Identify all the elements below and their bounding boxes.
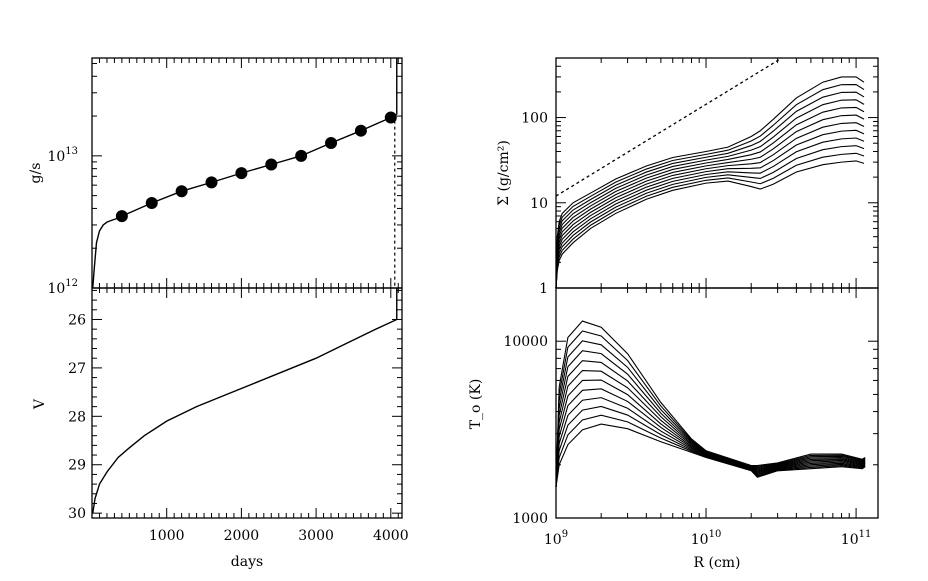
sigma-curve bbox=[555, 122, 865, 289]
temp-ytick-labels: 1000 10000 bbox=[503, 334, 548, 527]
vmag-ticks bbox=[92, 288, 402, 518]
vmag-ytick-label-3: 29 bbox=[68, 458, 86, 474]
sigma-curve bbox=[555, 91, 865, 289]
temp-ylabel: T_o (K) bbox=[468, 379, 484, 430]
temp-curve bbox=[555, 397, 866, 487]
sigma-curve bbox=[555, 137, 865, 289]
temp-curve bbox=[555, 369, 866, 487]
temp-curve bbox=[555, 423, 866, 487]
vmag-series bbox=[92, 288, 398, 514]
sigma-curve bbox=[555, 114, 865, 289]
panel-surface-density: 1 10 100 Σ (g/cm²) bbox=[496, 57, 879, 297]
mdot-marker bbox=[265, 158, 278, 171]
vmag-xtick-label-0: 1000 bbox=[149, 528, 185, 544]
vmag-xlabel: days bbox=[231, 554, 263, 570]
vmag-xtick-label-3: 4000 bbox=[373, 528, 409, 544]
mdot-marker bbox=[325, 137, 338, 150]
vmag-ytick-label-2: 28 bbox=[68, 409, 86, 425]
vmag-ylabel: V bbox=[32, 398, 48, 410]
sigma-curve bbox=[555, 160, 865, 289]
temp-curve bbox=[555, 379, 866, 487]
temp-frame bbox=[555, 287, 879, 519]
vmag-ytick-label-0: 26 bbox=[68, 312, 86, 328]
sigma-ytick-labels: 1 10 100 bbox=[521, 111, 548, 297]
sigma-ytick-label-1: 10 bbox=[530, 196, 548, 212]
mdot-marker bbox=[384, 111, 397, 124]
vmag-line bbox=[92, 318, 398, 514]
temp-curve bbox=[555, 360, 866, 487]
temp-curve bbox=[555, 320, 866, 487]
sigma-ytick-label-0: 1 bbox=[539, 281, 548, 297]
sigma-curve bbox=[555, 106, 865, 289]
mdot-marker bbox=[295, 149, 308, 162]
mdot-marker bbox=[175, 185, 188, 198]
vmag-frame bbox=[91, 287, 403, 519]
temp-ytick-label-1: 10000 bbox=[503, 334, 548, 350]
temp-xtick-label-2: 1011 bbox=[841, 529, 872, 548]
sigma-ylabel: Σ (g/cm²) bbox=[496, 140, 512, 206]
sigma-curve bbox=[555, 76, 865, 289]
temp-curve bbox=[555, 330, 866, 487]
vmag-xtick-label-1: 2000 bbox=[224, 528, 260, 544]
temp-xtick-label-1: 1010 bbox=[691, 529, 722, 548]
mdot-line bbox=[92, 114, 398, 289]
mdot-marker bbox=[205, 176, 218, 189]
sigma-curve bbox=[555, 152, 865, 289]
temp-xlabel: R (cm) bbox=[693, 555, 740, 571]
temp-xtick-labels: 109 1010 1011 bbox=[544, 529, 871, 548]
vmag-ytick-label-1: 27 bbox=[68, 361, 86, 377]
panel-v-magnitude: 26 27 28 29 30 1000 2000 3000 4000 V days bbox=[32, 287, 409, 570]
sigma-reference-line bbox=[555, 57, 783, 197]
mdot-ytick-labels: 1012 1013 bbox=[47, 146, 78, 297]
sigma-ytick-label-2: 100 bbox=[521, 111, 548, 127]
mdot-marker bbox=[235, 167, 248, 180]
mdot-marker bbox=[354, 124, 367, 137]
temp-curve bbox=[555, 388, 866, 487]
sigma-curve bbox=[555, 145, 865, 289]
sigma-curve bbox=[555, 99, 865, 289]
sigma-series bbox=[555, 57, 865, 289]
mdot-marker bbox=[115, 210, 128, 223]
temp-series bbox=[555, 320, 866, 487]
temp-curve bbox=[555, 350, 866, 487]
vmag-xtick-label-2: 3000 bbox=[298, 528, 334, 544]
vmag-ytick-labels: 26 27 28 29 30 bbox=[68, 312, 86, 522]
temp-ytick-label-0: 1000 bbox=[512, 511, 548, 527]
vmag-xtick-labels: 1000 2000 3000 4000 bbox=[149, 528, 409, 544]
panel-temperature: 1000 10000 109 1010 1011 T_o (K) R (cm) bbox=[468, 287, 879, 571]
sigma-curve bbox=[555, 83, 865, 289]
mdot-ytick-label-0: 1012 bbox=[47, 278, 78, 297]
temp-curve bbox=[555, 414, 866, 487]
temp-curve bbox=[555, 405, 866, 487]
mdot-series bbox=[92, 58, 398, 289]
mdot-marker bbox=[145, 196, 158, 209]
mdot-ticks bbox=[92, 58, 402, 289]
temp-xtick-label-0: 109 bbox=[544, 529, 568, 548]
mdot-ytick-label-1: 1013 bbox=[47, 146, 78, 165]
temp-ticks bbox=[555, 287, 878, 519]
sigma-curve bbox=[555, 129, 865, 289]
mdot-ylabel: g/s bbox=[28, 163, 44, 184]
vmag-ytick-label-4: 30 bbox=[68, 506, 86, 522]
panel-accretion-rate: 1012 1013 g/s bbox=[28, 57, 403, 297]
temp-curve bbox=[555, 340, 866, 487]
